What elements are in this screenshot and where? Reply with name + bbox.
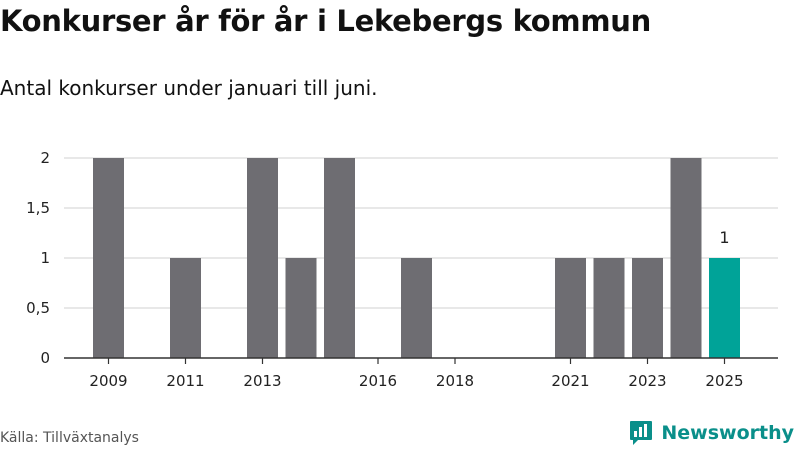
bars — [93, 158, 740, 358]
bar-2013 — [247, 158, 278, 358]
newsworthy-logo-icon — [630, 421, 653, 445]
bar-2014 — [285, 258, 317, 358]
brand-logo: Newsworthy — [629, 420, 794, 446]
y-tick-label: 0,5 — [26, 299, 50, 317]
bar-2011 — [170, 258, 201, 358]
source-note: Källa: Tillväxtanalys — [0, 430, 139, 446]
data-labels: 1 — [719, 228, 729, 247]
bar-2025 — [709, 258, 740, 358]
chart-subtitle: Antal konkurser under januari till juni. — [0, 76, 378, 100]
x-tick-label: 2021 — [551, 372, 589, 390]
y-axis-ticks: 0 0,5 1 1,5 2 — [26, 149, 50, 367]
bar-2017 — [401, 258, 432, 358]
y-tick-label: 1,5 — [26, 199, 50, 217]
bar-chart: 00,511,52 2009 2011 2013 2016 2018 2021 2023 20… — [26, 149, 778, 390]
y-tick-label: 1 — [40, 249, 50, 267]
x-axis-ticks: 2009 2011 2013 2016 2018 2021 2023 2025 — [64, 357, 778, 390]
bar-2022 — [593, 258, 625, 358]
bar-2021 — [555, 258, 586, 358]
y-tick-label: 0 — [40, 349, 50, 367]
chart-title: Konkurser år för år i Lekebergs kommun — [0, 4, 651, 38]
x-tick-label: 2025 — [705, 372, 743, 390]
y-tick-label: 2 — [40, 149, 50, 167]
x-tick-label: 2023 — [628, 372, 666, 390]
x-tick-label: 2016 — [359, 372, 397, 390]
brand-name: Newsworthy — [661, 422, 794, 444]
bar-2015 — [324, 158, 355, 358]
x-tick-label: 2009 — [89, 372, 127, 390]
x-tick-label: 2011 — [166, 372, 204, 390]
bar-2009 — [93, 158, 124, 358]
bar-2023 — [632, 258, 663, 358]
x-tick-label: 2013 — [243, 372, 281, 390]
x-tick-label: 2018 — [436, 372, 474, 390]
data-label-2025: 1 — [719, 228, 729, 247]
bar-2024 — [670, 158, 702, 358]
